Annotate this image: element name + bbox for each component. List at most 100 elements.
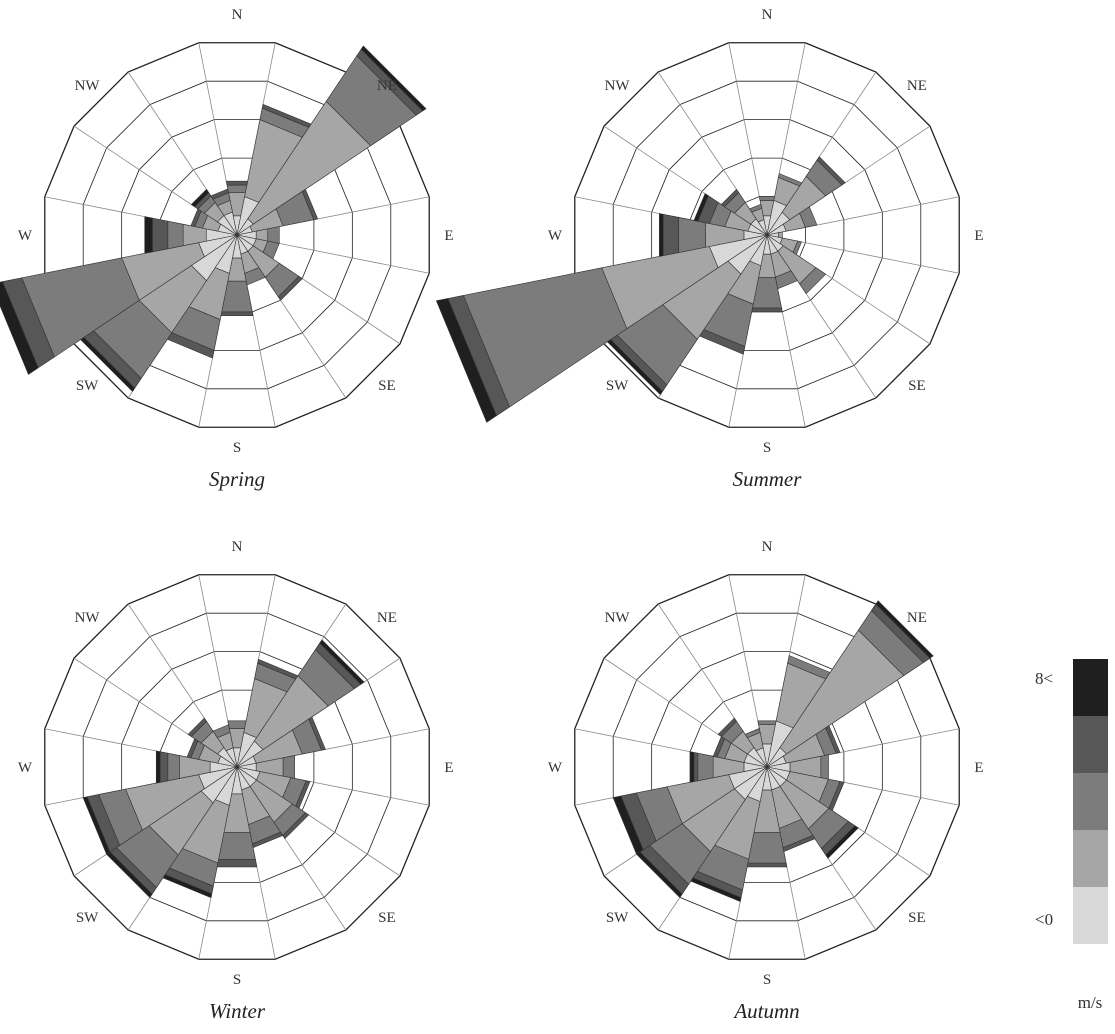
rose-title-summer: Summer <box>733 467 803 491</box>
rose-title-spring: Spring <box>209 467 265 491</box>
wedge-e-bin2 <box>282 755 295 779</box>
wedge-se-bin4 <box>825 825 859 859</box>
direction-label-se: SE <box>378 378 396 394</box>
wedge-w-bin3 <box>152 217 169 253</box>
wedge-w-bin2 <box>167 220 184 250</box>
wind-rose-autumn: N NE E SE S SW W NW Autumn <box>548 539 984 1023</box>
rose-title-autumn: Autumn <box>732 999 799 1023</box>
wedge-ne-bin4 <box>875 600 934 659</box>
wedge-w-bin4 <box>689 751 695 783</box>
wedge-wsw-bin4 <box>0 281 39 375</box>
legend-swatch-bin3 <box>1073 716 1108 773</box>
wedge-w-bin3 <box>693 752 699 782</box>
direction-label-w: W <box>548 228 563 244</box>
direction-label-s: S <box>763 972 771 988</box>
legend-unit-label: m/s <box>1078 993 1103 1012</box>
wedge-n-bin2 <box>226 184 248 194</box>
wedge-wnw-bin4 <box>693 193 709 222</box>
direction-label-nw: NW <box>75 610 101 626</box>
direction-label-n: N <box>762 7 773 23</box>
wedge-e-bin2 <box>820 754 829 780</box>
wedge-w-bin3 <box>662 213 679 257</box>
wind-rose-spring: N NE E SE S SW W NW Spring <box>0 7 454 491</box>
wedge-nnw-bin2 <box>212 724 231 739</box>
legend-top-label: 8< <box>1035 669 1053 688</box>
legend-swatch-bin2 <box>1073 773 1108 830</box>
wedge-ene-bin3 <box>308 716 326 751</box>
wedge-nnw-bin3 <box>210 188 229 200</box>
wedge-n-bin2 <box>757 720 777 726</box>
speed-legend: 8< <0 m/s <box>1035 659 1108 1012</box>
direction-label-ne: NE <box>377 78 397 94</box>
legend-bottom-label: <0 <box>1035 910 1053 929</box>
wedge-nnw-bin2 <box>749 203 762 213</box>
direction-label-w: W <box>548 760 563 776</box>
wedge-nw-bin4 <box>190 188 210 208</box>
direction-label-ne: NE <box>907 610 927 626</box>
wedge-se-bin3 <box>277 275 303 301</box>
direction-label-s: S <box>233 440 241 456</box>
wedge-e-bin2 <box>267 226 280 244</box>
direction-label-e: E <box>974 228 983 244</box>
legend-swatch-bin4 <box>1073 659 1108 716</box>
wedge-ne-bin4 <box>360 45 427 112</box>
wedge-w-bin3 <box>159 751 169 783</box>
direction-label-n: N <box>232 539 243 555</box>
direction-label-se: SE <box>908 910 926 926</box>
wedge-w-bin2 <box>697 752 714 782</box>
direction-label-ne: NE <box>377 610 397 626</box>
wedge-ene-bin3 <box>301 188 319 221</box>
direction-label-e: E <box>974 760 983 776</box>
wind-roses: NNEESESSWWNWSpringNNEESESSWWNWSummerNNEE… <box>0 7 984 1023</box>
wedge-n-bin2 <box>227 720 247 729</box>
wind-rose-summer: N NE E SE S SW W NW Summer <box>435 7 984 491</box>
wedge-wsw-bin4 <box>435 298 497 423</box>
wedge-s-bin2 <box>747 832 787 864</box>
direction-label-sw: SW <box>76 910 99 926</box>
wedge-w-bin2 <box>678 217 706 253</box>
direction-label-nw: NW <box>605 78 631 94</box>
direction-label-w: W <box>18 760 33 776</box>
direction-label-ne: NE <box>907 78 927 94</box>
wedge-ene-bin3 <box>825 725 841 754</box>
wedge-nnw-bin2 <box>744 728 761 739</box>
direction-label-nw: NW <box>605 610 631 626</box>
direction-label-s: S <box>233 972 241 988</box>
direction-label-n: N <box>762 539 773 555</box>
wedge-n-bin2 <box>758 196 776 201</box>
wedge-ne-bin4 <box>319 639 365 685</box>
wedge-wsw-bin4 <box>612 795 644 855</box>
direction-label-se: SE <box>908 378 926 394</box>
direction-label-n: N <box>232 7 243 23</box>
wedge-w-bin4 <box>659 213 664 257</box>
wedge-nw-bin3 <box>720 188 740 208</box>
legend-swatch-bin0 <box>1073 887 1108 944</box>
wind-rose-winter: N NE E SE S SW W NW Winter <box>18 539 454 1023</box>
direction-label-s: S <box>763 440 771 456</box>
wedge-nw-bin3 <box>187 717 207 737</box>
wedge-s-bin3 <box>751 307 783 313</box>
rose-title-winter: Winter <box>209 999 266 1023</box>
wedge-s-bin3 <box>216 858 258 868</box>
wedge-w-bin2 <box>167 752 180 782</box>
direction-label-w: W <box>18 228 33 244</box>
direction-label-sw: SW <box>606 378 629 394</box>
direction-label-sw: SW <box>606 910 629 926</box>
direction-label-e: E <box>444 228 453 244</box>
wedge-ne-bin3 <box>816 156 846 186</box>
direction-label-sw: SW <box>76 378 99 394</box>
wedge-w-bin4 <box>155 750 161 784</box>
wedge-s-bin3 <box>746 862 788 868</box>
wedge-nw-bin3 <box>717 717 737 737</box>
direction-label-nw: NW <box>75 78 101 94</box>
wedge-ene-bin2 <box>799 206 818 228</box>
wedge-se-bin2 <box>799 267 827 295</box>
direction-label-se: SE <box>378 910 396 926</box>
legend-swatches <box>1073 659 1108 944</box>
legend-swatch-bin1 <box>1073 830 1108 887</box>
direction-label-e: E <box>444 760 453 776</box>
wedge-se-bin3 <box>282 812 310 840</box>
wedge-s-bin2 <box>218 832 256 860</box>
wedge-w-bin4 <box>144 216 153 254</box>
